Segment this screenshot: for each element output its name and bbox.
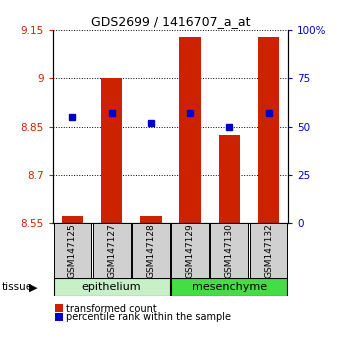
Bar [54,223,91,278]
Text: transformed count: transformed count [66,304,157,314]
Bar [219,135,240,223]
Text: epithelium: epithelium [82,282,142,292]
Text: GSM147125: GSM147125 [68,223,77,278]
Bar [171,223,209,278]
Bar [62,216,83,223]
Text: GSM147128: GSM147128 [146,223,155,278]
Text: percentile rank within the sample: percentile rank within the sample [66,312,232,322]
Bar [179,36,201,223]
Text: GSM147130: GSM147130 [225,223,234,278]
Text: GSM147127: GSM147127 [107,223,116,278]
Text: ▶: ▶ [29,282,38,292]
Text: mesenchyme: mesenchyme [192,282,267,292]
Title: GDS2699 / 1416707_a_at: GDS2699 / 1416707_a_at [91,15,250,28]
Bar [250,223,287,278]
Text: tissue: tissue [2,282,33,292]
Bar [140,216,162,223]
Bar [132,223,170,278]
Bar [258,36,279,223]
Bar [54,278,170,296]
Text: GSM147129: GSM147129 [186,223,195,278]
Bar [171,278,287,296]
Bar [210,223,248,278]
Bar [93,223,131,278]
Bar [101,78,122,223]
Text: GSM147132: GSM147132 [264,223,273,278]
